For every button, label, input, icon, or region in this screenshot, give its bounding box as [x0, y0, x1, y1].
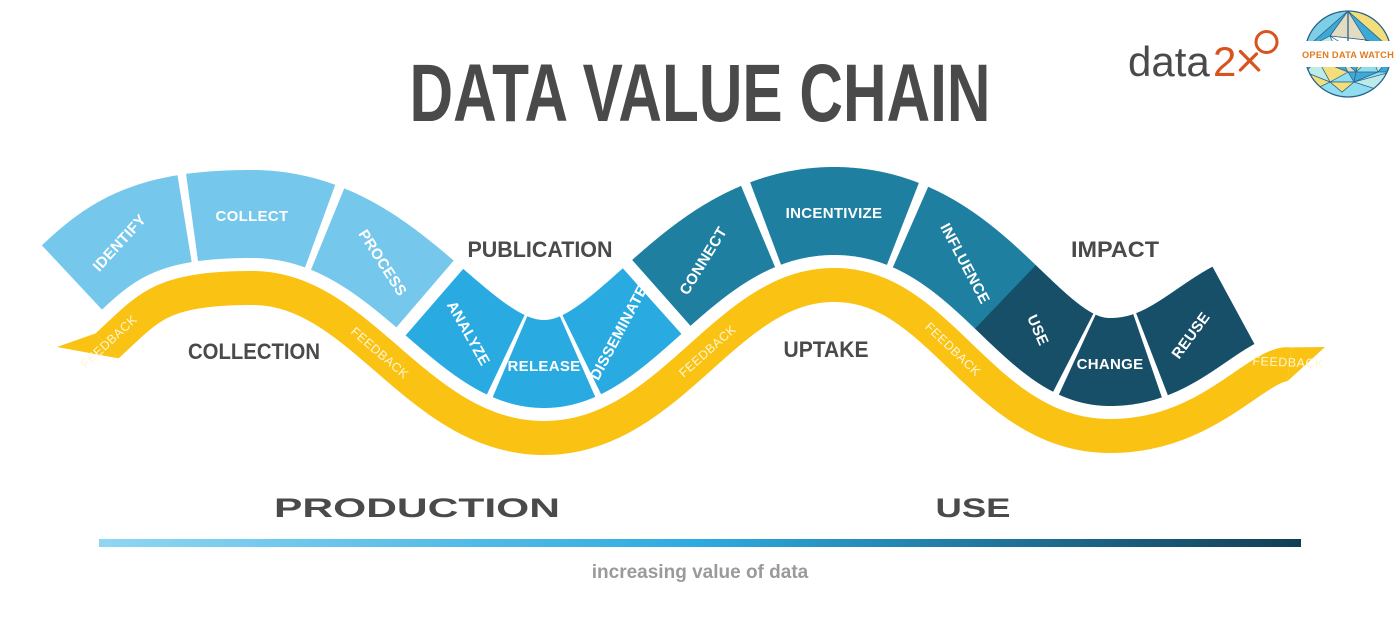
svg-text:data: data — [1128, 38, 1210, 85]
svg-text:UPTAKE: UPTAKE — [784, 337, 869, 362]
svg-text:FEEDBACK: FEEDBACK — [1252, 354, 1324, 371]
svg-text:COLLECT: COLLECT — [216, 208, 289, 225]
svg-text:increasing value of data: increasing value of data — [592, 562, 809, 583]
svg-text:2: 2 — [1213, 38, 1236, 85]
svg-text:PRODUCTION: PRODUCTION — [274, 493, 560, 523]
svg-text:INCENTIVIZE: INCENTIVIZE — [786, 205, 883, 222]
svg-text:OPEN DATA WATCH: OPEN DATA WATCH — [1302, 50, 1394, 60]
svg-text:CHANGE: CHANGE — [1077, 356, 1144, 373]
svg-text:DATA VALUE CHAIN: DATA VALUE CHAIN — [410, 48, 991, 139]
svg-text:USE: USE — [936, 493, 1011, 523]
svg-text:IMPACT: IMPACT — [1071, 237, 1160, 262]
svg-text:RELEASE: RELEASE — [508, 358, 581, 375]
svg-text:PUBLICATION: PUBLICATION — [468, 237, 613, 262]
svg-text:COLLECTION: COLLECTION — [188, 339, 320, 364]
